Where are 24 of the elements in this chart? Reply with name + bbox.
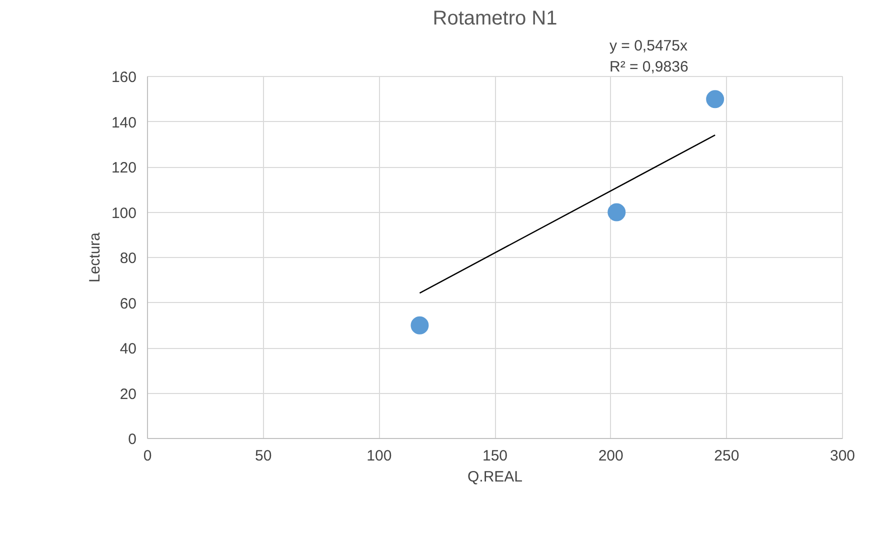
- text: y = 0,5475x: [610, 38, 688, 54]
- y-tick-label: 60: [120, 295, 137, 312]
- y-tick-label: 140: [111, 114, 137, 132]
- text: R² = 0,9836: [610, 58, 688, 76]
- y-tick-label: 20: [120, 386, 137, 403]
- x-tick-label: 200: [598, 448, 624, 464]
- y-tick-label: 40: [120, 340, 137, 358]
- point: [608, 203, 626, 222]
- y-tick-label: 0: [128, 431, 136, 448]
- y-tick-label: 160: [111, 69, 137, 86]
- chart-title: Rotametro N1: [432, 8, 558, 30]
- x-axis-title: Q.REAL: [467, 468, 523, 486]
- y-tick-label: 120: [111, 160, 137, 176]
- y-axis-title: Lectura: [86, 232, 104, 283]
- x-tick-label: 0: [143, 448, 152, 464]
- y-tick-label: 100: [111, 204, 137, 222]
- x-tick-label: 150: [482, 448, 508, 464]
- point: [706, 90, 724, 108]
- x-tick-label: 250: [714, 448, 740, 464]
- x-tick-label: 50: [254, 448, 272, 464]
- x-tick-label: 100: [366, 448, 392, 464]
- y-tick-label: 80: [120, 250, 137, 267]
- x-tick-label: 300: [830, 448, 856, 464]
- point: [410, 316, 429, 334]
